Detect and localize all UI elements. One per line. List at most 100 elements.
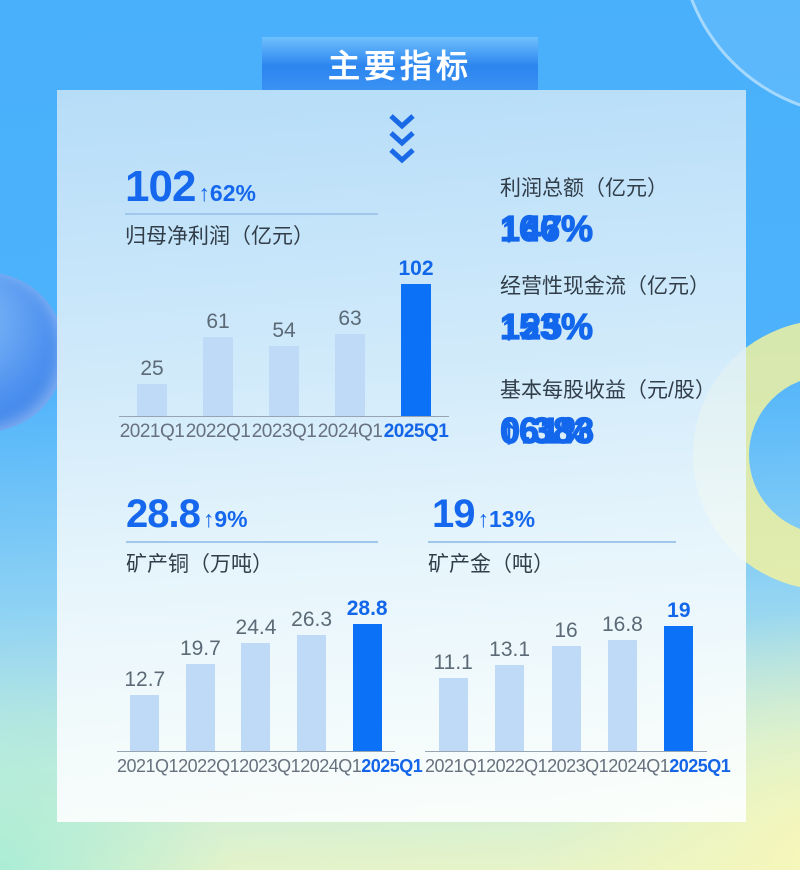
bar [130,695,160,751]
bar-group: 11.1 [425,651,481,751]
bar [401,284,431,416]
net-profit-value: 102 [125,162,196,211]
bar [352,624,382,751]
total-profit-label: 利润总额（亿元） [500,177,668,200]
total-profit-change: ↑66% [499,207,595,249]
bar-group: 12.7 [117,668,173,751]
cash-flow-number: 125 [499,305,564,347]
x-axis-label: 2025Q1 [383,421,449,442]
x-axis-label: 2025Q1 [669,756,731,776]
total-profit-block: 利润总额（亿元） 147 ↑66% [499,172,668,250]
bar-value-label: 63 [338,307,362,330]
bar-group: 61 [185,310,251,416]
page-title: 主要指标 [327,47,472,84]
blue-ball-decoration [0,272,65,432]
bar [335,334,365,416]
bar-value-label: 16 [554,619,578,642]
bar-group: 16 [538,619,594,751]
x-axis-label: 2021Q1 [425,756,487,776]
bar-value-label: 13.1 [489,638,531,661]
bar [297,635,327,751]
x-axis-label: 2022Q1 [178,756,240,776]
eps-change: ↑61% [499,409,595,451]
bar-group: 26.3 [284,608,340,751]
bar-value-label: 16.8 [601,613,643,636]
x-axis-label: 2022Q1 [185,421,251,442]
x-axis-label: 2023Q1 [239,756,301,776]
x-axis-label: 2022Q1 [486,756,548,776]
bar-value-label: 54 [272,319,296,342]
copper-chart: 12.7 19.7 24.4 26.3 28.8 2021Q1 2022Q1 2023Q1 2… [117,593,423,777]
bar [607,640,637,751]
bar-value-label: 19 [667,599,691,622]
cash-flow-label: 经营性现金流（亿元） [500,275,710,298]
copper-label: 矿产铜（万吨） [126,553,273,576]
x-axis-label: 2021Q1 [119,421,185,442]
bar-group: 102 [383,257,449,416]
eps-label: 基本每股收益（元/股） [500,379,716,402]
divider [428,541,676,543]
chart-x-axis: 2021Q1 2022Q1 2023Q1 2024Q1 2025Q1 [117,751,423,777]
bar-group: 28.8 [339,597,395,751]
bar [551,646,581,751]
net-profit-chart: 25 61 54 63 102 2021Q1 2022Q1 2023Q1 2024Q1 2025… [119,256,449,443]
bar [495,665,525,751]
bar-group: 19 [651,599,707,751]
bar-group: 25 [119,357,185,416]
content-card: 102 ↑62% 归母净利润（亿元） 25 61 54 63 102 2021Q1 202… [57,90,746,822]
chart-bars: 12.7 19.7 24.4 26.3 28.8 [117,593,395,751]
bar-value-label: 102 [398,257,434,280]
bar [664,626,694,751]
chart-bars: 11.1 13.1 16 16.8 19 [425,593,707,751]
bar [203,337,233,416]
cash-flow-change: ↑53% [499,305,595,347]
net-profit-kpi: 102 ↑62% [125,162,256,212]
x-axis-label: 2023Q1 [547,756,609,776]
copper-value: 28.8 [126,492,201,536]
bar-group: 13.1 [481,638,537,751]
chart-bars: 25 61 54 63 102 [119,256,449,416]
bar-group: 19.7 [173,637,229,751]
bar-group: 54 [251,319,317,416]
x-axis-label: 2025Q1 [361,756,423,776]
x-axis-label: 2024Q1 [608,756,670,776]
x-axis-label: 2024Q1 [317,421,383,442]
chart-x-axis: 2021Q1 2022Q1 2023Q1 2024Q1 2025Q1 [119,416,449,443]
title-banner: 主要指标 [262,37,538,90]
bar-value-label: 24.4 [235,616,277,639]
net-profit-label: 归母净利润（亿元） [125,225,314,248]
bar-value-label: 11.1 [433,651,473,674]
bar-value-label: 61 [206,310,230,333]
x-axis-label: 2024Q1 [300,756,362,776]
bar [185,664,215,751]
gold-chart: 11.1 13.1 16 16.8 19 2021Q1 2022Q1 2023Q1 2024Q… [425,593,731,777]
bar [438,678,468,751]
gold-kpi: 19 ↑13% [432,492,535,537]
bar-value-label: 26.3 [291,608,333,631]
x-axis-label: 2023Q1 [251,421,317,442]
bar [137,384,167,416]
bar-group: 16.8 [594,613,650,751]
cash-flow-block: 经营性现金流（亿元） 125 ↑53% [499,270,710,348]
bar-group: 63 [317,307,383,416]
bar-value-label: 28.8 [346,597,388,620]
bar-group: 24.4 [228,616,284,751]
bar-value-label: 12.7 [124,668,166,691]
gold-change: ↑13% [477,506,536,532]
divider [126,541,378,543]
copper-change: ↑9% [202,506,248,532]
eps-number: 0.383 [499,409,596,451]
total-profit-number: 147 [499,207,564,249]
copper-kpi: 28.8 ↑9% [126,492,248,537]
bar [241,643,271,751]
divider [125,213,378,215]
net-profit-change: ↑62% [198,180,256,206]
gold-value: 19 [432,492,475,536]
eps-block: 基本每股收益（元/股） 0.383 ↑61% [499,374,716,452]
chevron-down-icon [388,114,416,166]
bar-value-label: 25 [140,357,164,380]
chart-x-axis: 2021Q1 2022Q1 2023Q1 2024Q1 2025Q1 [425,751,731,777]
bar-value-label: 19.7 [179,637,221,660]
bar [269,346,299,416]
